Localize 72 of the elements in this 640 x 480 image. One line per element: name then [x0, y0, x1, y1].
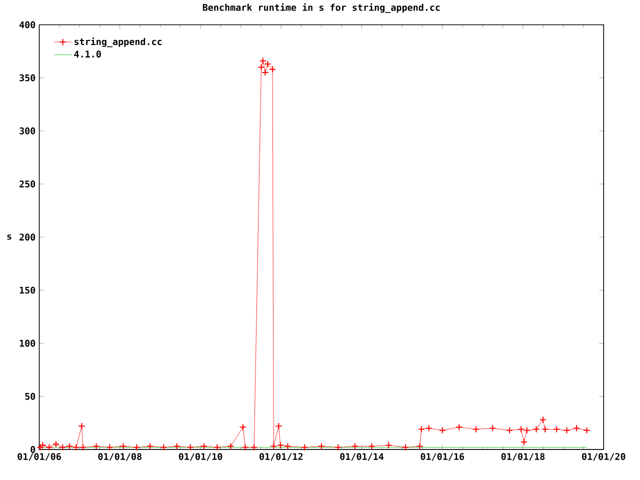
- point: [160, 444, 168, 451]
- point: [520, 438, 528, 446]
- point: [78, 422, 86, 430]
- legend-label: 4.1.0: [74, 50, 101, 58]
- y-tick-label: 100: [20, 340, 36, 347]
- point: [36, 444, 44, 451]
- y-tick-label: 300: [20, 127, 36, 134]
- point: [200, 442, 208, 450]
- x-tick-label: 01/01/18: [501, 453, 545, 461]
- point: [416, 442, 424, 450]
- point: [542, 426, 549, 433]
- point: [66, 442, 74, 450]
- point: [79, 444, 87, 451]
- y-tick-label: 350: [20, 74, 36, 82]
- x-tick-label: 01/01/12: [260, 453, 303, 461]
- point: [250, 444, 258, 451]
- chart-title: Benchmark runtime in s for string_append.cc: [202, 3, 440, 13]
- y-tick-label: 150: [20, 286, 36, 294]
- point: [489, 424, 496, 432]
- point: [506, 426, 514, 434]
- point: [46, 444, 53, 451]
- y-axis-title: s: [7, 234, 12, 240]
- point: [553, 426, 560, 433]
- x-tick-label: 01/01/08: [98, 453, 142, 461]
- point: [106, 444, 114, 451]
- point: [276, 442, 284, 449]
- point: [351, 442, 359, 450]
- y-tick-label: 0: [30, 446, 36, 453]
- x-tick-label: 01/01/20: [582, 453, 626, 461]
- point: [52, 440, 60, 448]
- point: [120, 442, 127, 450]
- point: [532, 426, 540, 433]
- point: [563, 426, 570, 434]
- point: [239, 424, 247, 431]
- point: [402, 444, 410, 451]
- point: [425, 424, 432, 432]
- x-tick-label: 01/01/10: [178, 453, 222, 461]
- point: [301, 444, 308, 451]
- point: [214, 444, 221, 451]
- point: [385, 442, 392, 449]
- point: [227, 442, 234, 450]
- point: [146, 442, 154, 450]
- point: [270, 442, 278, 450]
- point: [583, 426, 590, 434]
- point: [318, 442, 326, 450]
- legend-label: string_append.cc: [74, 38, 162, 48]
- point: [472, 426, 480, 433]
- point: [92, 442, 100, 450]
- point: [573, 424, 580, 432]
- point: [284, 442, 292, 450]
- x-tick-label: 01/01/06: [18, 453, 61, 461]
- y-tick-label: 400: [20, 21, 36, 28]
- point: [133, 444, 140, 451]
- point: [438, 426, 446, 434]
- point: [418, 426, 425, 433]
- point: [334, 444, 342, 451]
- point: [275, 422, 282, 430]
- point: [59, 444, 66, 451]
- point: [186, 444, 194, 451]
- y-tick-label: 250: [20, 180, 36, 188]
- y-tick-label: 50: [25, 392, 36, 400]
- point: [368, 442, 376, 450]
- point: [523, 426, 530, 434]
- y-tick-label: 200: [20, 234, 36, 241]
- point: [539, 416, 547, 424]
- point: [72, 444, 80, 451]
- x-tick-label: 01/01/14: [340, 453, 384, 461]
- x-tick-label: 01/01/16: [420, 453, 464, 461]
- point: [518, 426, 525, 433]
- point: [242, 444, 249, 451]
- point: [456, 424, 463, 431]
- point: [173, 442, 180, 450]
